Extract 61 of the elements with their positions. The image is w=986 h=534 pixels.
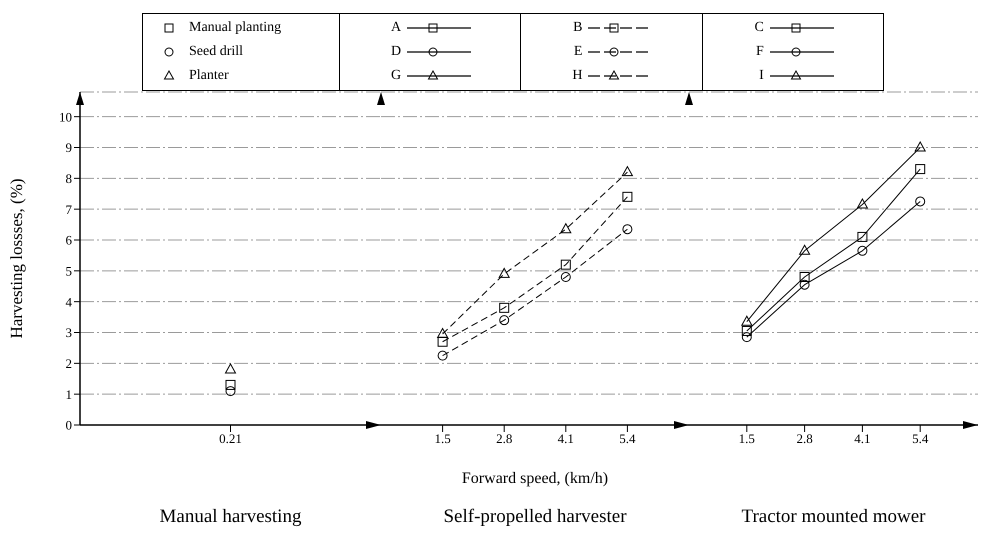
legend-label: H	[571, 68, 582, 84]
y-tick-label: 10	[59, 109, 72, 124]
point	[438, 350, 448, 361]
text: Manual planting	[189, 20, 282, 36]
text: Manual harvesting	[158, 506, 302, 529]
text: Self-propelled harvester	[442, 506, 628, 529]
legend-label: D	[390, 44, 402, 60]
y-tick-label: 4	[66, 294, 72, 310]
point	[560, 223, 572, 234]
point	[742, 326, 752, 336]
point	[856, 198, 868, 209]
point	[915, 164, 926, 174]
text: Seed drill	[189, 44, 244, 60]
y-tick-label: 9	[66, 140, 72, 156]
point	[857, 232, 868, 242]
y-tick-label: 3	[66, 325, 72, 340]
point	[799, 244, 810, 255]
y-tick-label: 1	[66, 386, 72, 402]
point	[742, 332, 752, 342]
x-tick-label: 4.1	[854, 431, 871, 446]
point	[437, 328, 448, 338]
legend-label: I	[758, 68, 764, 84]
x-axis-title: Forward speed, (km/h)	[460, 470, 610, 489]
text: Tractor mounted mower	[740, 506, 926, 529]
point	[438, 336, 448, 347]
point	[915, 196, 926, 206]
x-tick-label: 2.8	[496, 431, 512, 446]
point	[622, 192, 632, 202]
point	[800, 280, 810, 290]
point	[560, 260, 571, 270]
y-tick-label: 2	[66, 356, 72, 371]
y-tick-label: 5	[66, 263, 72, 278]
x-tick-label: 1.5	[434, 431, 451, 446]
point	[800, 272, 810, 282]
point	[499, 302, 510, 313]
point	[499, 315, 510, 326]
x-tick-label: 0.21	[219, 431, 242, 446]
point	[622, 166, 633, 176]
point	[914, 142, 926, 152]
legend-label: F	[755, 44, 764, 60]
y-axis-title: Harvesting lossses, (%)	[7, 178, 26, 339]
point	[622, 224, 632, 234]
y-tick-label: 0	[66, 418, 72, 433]
text: Planter	[189, 68, 229, 84]
x-tick-label: 2.8	[796, 431, 813, 446]
legend-label: B	[572, 20, 582, 36]
point	[560, 272, 571, 282]
point	[498, 268, 510, 278]
y-tick-label: 8	[66, 170, 72, 186]
x-tick-label: 4.1	[558, 431, 574, 446]
legend-label: G	[390, 68, 402, 84]
x-tick-label: 5.4	[619, 431, 636, 446]
x-tick-label: 5.4	[912, 431, 929, 446]
point	[741, 316, 752, 326]
legend-label: C	[753, 20, 764, 36]
point	[857, 246, 868, 256]
legend-label: A	[390, 20, 402, 36]
y-tick-label: 6	[66, 232, 72, 248]
x-tick-label: 1.5	[738, 431, 755, 446]
legend-label: E	[572, 44, 582, 60]
y-tick-label: 7	[66, 202, 72, 217]
